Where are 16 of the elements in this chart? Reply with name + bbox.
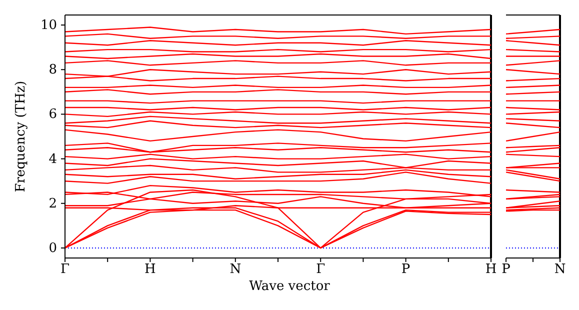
- y-axis-title: Frequency (THz): [14, 80, 29, 192]
- y-tick-label: 0: [48, 240, 57, 256]
- y-tick-label: 6: [48, 107, 57, 122]
- y-tick-label: 10: [40, 18, 57, 34]
- y-tick-label: 2: [48, 196, 57, 212]
- y-tick-label: 8: [48, 62, 57, 78]
- x-tick-label: P: [502, 262, 511, 278]
- x-tick-label: Γ: [316, 262, 326, 278]
- x-tick-label: H: [144, 262, 156, 278]
- x-tick-label: Γ: [60, 262, 70, 278]
- y-tick-label: 4: [48, 152, 57, 167]
- x-tick-label: P: [401, 262, 410, 278]
- x-tick-label: H: [485, 262, 497, 278]
- x-tick-label: N: [230, 262, 242, 278]
- x-tick-label: N: [554, 262, 566, 278]
- x-axis-title: Wave vector: [248, 279, 331, 294]
